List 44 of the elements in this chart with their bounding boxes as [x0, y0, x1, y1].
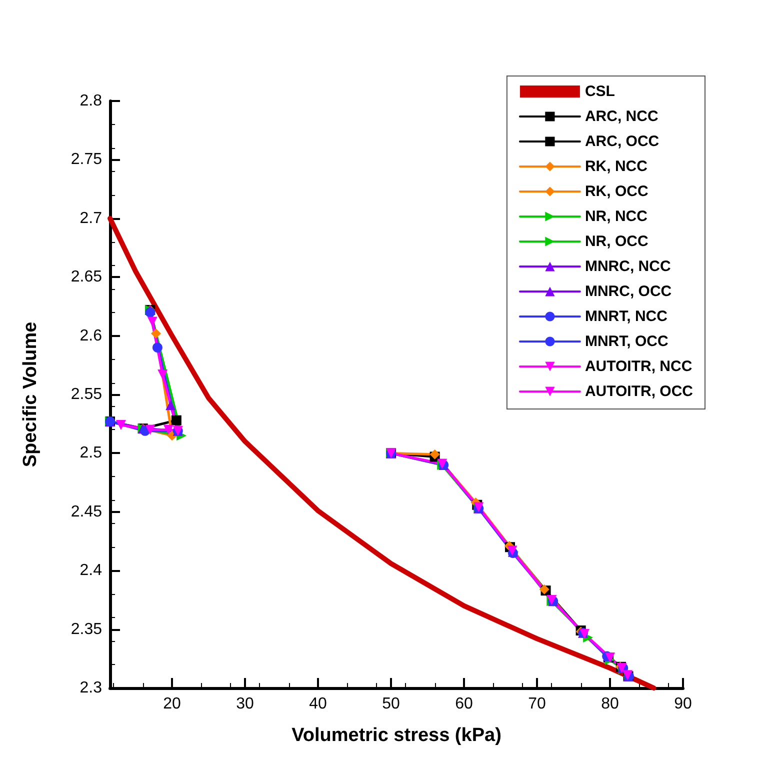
- y-tick-label: 2.4: [80, 562, 102, 580]
- point: [152, 342, 162, 353]
- legend-label: ARC, NCC: [584, 108, 658, 125]
- y-tick-label: 2.8: [80, 92, 102, 110]
- y-tick-label: 2.7: [80, 210, 102, 227]
- y-tick-label: 2.6: [80, 327, 102, 344]
- point: [147, 316, 158, 327]
- legend-label: AUTOITR, OCC: [584, 383, 694, 400]
- y-tick-label: 2.55: [70, 386, 102, 403]
- point: [150, 328, 161, 338]
- legend-label: CSL: [584, 83, 615, 100]
- x-tick-label: 90: [674, 696, 692, 712]
- legend-label: MNRC, OCC: [584, 283, 672, 300]
- point: [430, 449, 440, 460]
- y-tick-label: 2.75: [70, 151, 102, 168]
- legend-label: MNRT, NCC: [584, 308, 668, 325]
- x-tick-label: 50: [382, 696, 400, 712]
- x-tick-label: 70: [528, 696, 546, 712]
- legend-label: AUTOITR, NCC: [584, 358, 692, 375]
- legend-label: NR, NCC: [584, 208, 648, 225]
- legend-label: NR, OCC: [584, 233, 648, 250]
- point: [158, 370, 168, 380]
- point: [145, 307, 156, 318]
- point: [163, 424, 174, 435]
- x-tick-label: 80: [601, 696, 620, 712]
- legend-label: RK, NCC: [584, 158, 648, 175]
- y-tick-label: 2.65: [70, 268, 102, 286]
- point: [145, 424, 156, 435]
- y-tick-label: 2.3: [80, 680, 102, 696]
- y-tick-label: 2.45: [70, 503, 102, 520]
- x-tick-label: 20: [163, 696, 182, 712]
- x-tick-label: 30: [236, 696, 254, 712]
- y-tick-label: 2.5: [80, 444, 102, 462]
- legend-label: MNRT, OCC: [584, 333, 668, 350]
- x-tick-label: 60: [455, 696, 474, 712]
- legend-label: MNRC, NCC: [584, 258, 671, 275]
- x-axis-title: Volumetric stress (kPa): [292, 725, 502, 746]
- y-tick-label: 2.35: [70, 620, 102, 638]
- legend-label: RK, OCC: [584, 183, 648, 200]
- point: [171, 415, 182, 426]
- y-axis-title: Specific Volume: [20, 322, 41, 468]
- x-tick-label: 40: [309, 696, 328, 712]
- point: [116, 420, 126, 430]
- legend-label: ARC, OCC: [584, 133, 660, 150]
